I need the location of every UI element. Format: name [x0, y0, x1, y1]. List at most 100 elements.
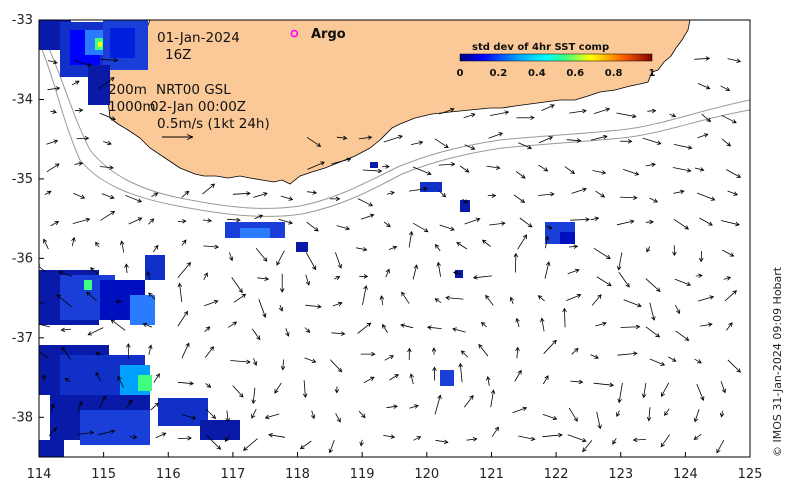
current-vector [439, 107, 455, 115]
current-vector [412, 166, 432, 176]
current-vector [699, 217, 713, 226]
current-vector [595, 190, 606, 198]
colorbar-tick-label: 0.2 [490, 68, 508, 79]
current-vector [125, 195, 143, 203]
current-vector [56, 294, 72, 308]
current-vector [590, 354, 599, 359]
current-vector [591, 294, 602, 306]
current-vector [204, 326, 211, 332]
current-vector [720, 220, 740, 227]
current-vector [299, 440, 312, 450]
current-vector [383, 221, 391, 228]
y-axis: -33 -34 -35 -36 -37 -38 [12, 13, 44, 425]
current-vector [153, 373, 160, 383]
current-vector [693, 409, 700, 423]
current-vector [148, 218, 155, 225]
current-vector [698, 250, 704, 263]
current-vector [590, 216, 600, 222]
current-vector [382, 323, 388, 333]
current-vector [431, 347, 437, 355]
current-vector [716, 440, 725, 454]
current-vector [95, 241, 100, 248]
current-vector [77, 430, 95, 436]
current-vector [285, 328, 290, 337]
current-vector [305, 274, 311, 286]
current-vector [411, 140, 424, 146]
current-vector [243, 438, 258, 451]
current-vector [694, 358, 702, 364]
colorbar-tick-label: 1 [649, 68, 656, 79]
current-vector [359, 274, 369, 279]
current-vector [620, 324, 641, 330]
annotation-hour: 16Z [165, 47, 191, 63]
current-vector [280, 359, 286, 371]
current-vector [251, 387, 256, 405]
current-vector [276, 250, 285, 266]
current-vector [514, 369, 522, 382]
current-vector [617, 252, 623, 271]
current-vector [47, 59, 58, 65]
current-vector [333, 276, 341, 281]
current-vector [204, 346, 215, 358]
current-vector [177, 282, 183, 302]
current-vector [544, 235, 550, 249]
current-vector [513, 252, 519, 273]
current-vector [697, 133, 709, 139]
current-vector [230, 359, 251, 365]
current-vector [152, 244, 159, 253]
current-vector [50, 403, 55, 413]
current-vector [251, 408, 257, 419]
current-vector [645, 162, 656, 168]
current-vector [264, 413, 280, 420]
current-vector [358, 135, 373, 140]
current-vector [110, 319, 126, 331]
current-vector [570, 379, 584, 385]
current-vector [181, 190, 190, 198]
current-vector [566, 138, 582, 143]
current-vector [545, 225, 553, 230]
current-vector [720, 85, 731, 91]
argo-float-marker[interactable] [290, 29, 299, 38]
current-vector [255, 248, 268, 262]
current-vector [488, 132, 504, 139]
current-vector [538, 136, 554, 144]
current-vector [567, 268, 580, 275]
current-vector [426, 325, 442, 330]
current-vector [50, 221, 60, 227]
current-vector [142, 322, 153, 328]
current-vector [205, 409, 217, 419]
current-vector [456, 242, 468, 250]
current-vector [723, 276, 732, 281]
current-vector [331, 331, 346, 336]
annotation-scale: 0.5m/s (1kt 24h) [157, 116, 270, 132]
current-vector [618, 271, 630, 288]
current-vector [232, 191, 251, 196]
current-vector [674, 304, 681, 315]
current-vector [177, 310, 189, 327]
current-vector [649, 197, 659, 203]
current-vector [363, 376, 375, 384]
x-tick-label: 115 [91, 467, 116, 482]
current-vector [336, 135, 348, 141]
annotation-contour-1000: 1000m [108, 99, 156, 115]
x-tick-label: 125 [738, 467, 763, 482]
current-vector [445, 295, 464, 301]
current-vector [515, 317, 520, 328]
current-vector [128, 217, 143, 225]
current-vector [71, 236, 76, 247]
current-vector [464, 217, 481, 225]
current-vector [721, 138, 732, 147]
sst-data-patches [39, 20, 575, 457]
current-vector [727, 190, 739, 196]
current-vector [252, 358, 258, 366]
current-vector [103, 140, 112, 146]
current-vector [486, 375, 491, 386]
current-vector [478, 343, 489, 357]
current-vector [95, 371, 101, 382]
current-vector [177, 435, 192, 441]
current-vector [672, 167, 692, 173]
x-tick-label: 121 [479, 467, 504, 482]
current-vector [700, 322, 713, 327]
colorbar-tick-label: 0.6 [566, 68, 584, 79]
colorbar-title: std dev of 4hr SST comp [472, 42, 609, 53]
